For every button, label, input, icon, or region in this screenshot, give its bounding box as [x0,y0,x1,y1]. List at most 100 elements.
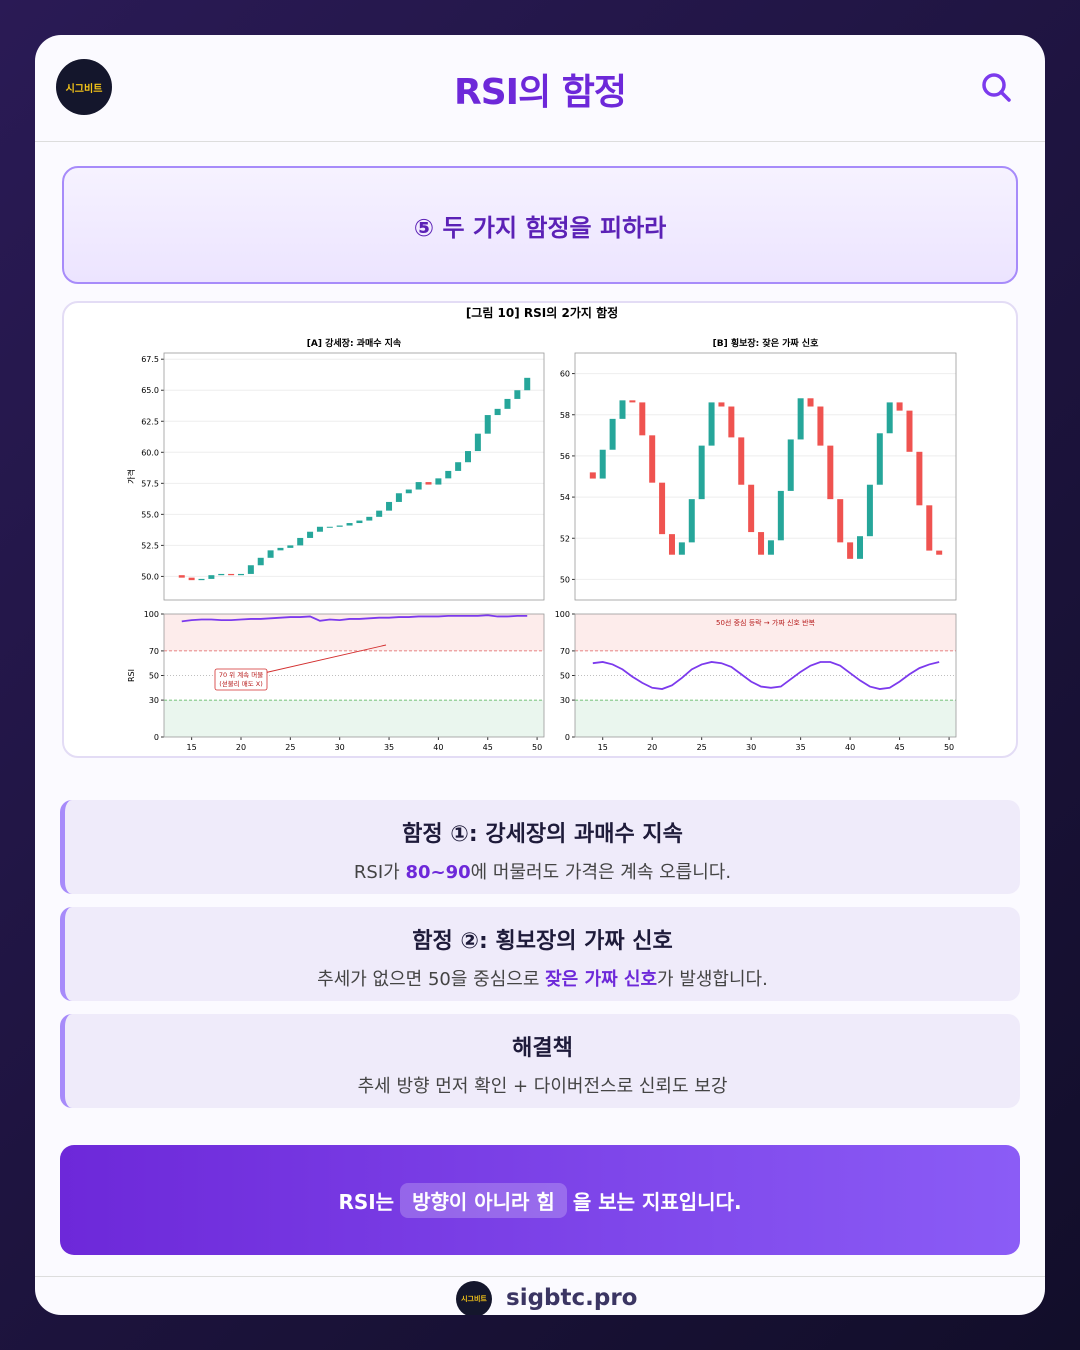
candle [678,542,685,555]
candle [866,484,873,537]
y-tick-label: 60 [560,370,570,379]
candle [425,482,432,485]
candle [837,499,844,543]
x-tick-label: 20 [647,743,657,752]
figure: [그림 10] RSI의 2가지 함정 50.0 52.5 55.0 57.5 60.0… [62,301,1018,758]
candle [777,490,784,541]
x-tick-label: 35 [796,743,806,752]
x-tick-label: 40 [845,743,855,752]
plot-frame [574,352,957,601]
candle [188,577,195,581]
candle [326,526,333,528]
candle [886,402,893,434]
annotation-text: (섣불리 매도 X) [219,679,263,688]
y-tick-label: 52.5 [141,541,159,550]
y-tick-label: 55.0 [141,510,159,519]
card-text: RSI가 [353,862,400,883]
candle [649,435,656,483]
candle [524,377,531,391]
candle [589,472,596,479]
candle [237,573,244,576]
y-tick-label: 52 [560,534,570,543]
candle [474,433,481,452]
x-tick-label: 50 [944,743,954,752]
trap-card: 함정 ①: 강세장의 과매수 지속 RSI가 80~90에 머물러도 가격은 계속… [60,800,1020,894]
candle [386,501,393,511]
annotation-box [214,668,268,691]
candle [366,516,373,521]
candle [916,451,923,506]
card-title: 함정 ②: 횡보장의 가짜 신호 [412,929,673,954]
candle [395,493,402,502]
card-highlight: 80~90 [405,862,471,883]
oversold-zone [575,700,956,737]
card-body: 추세가 없으면 50을 중심으로 잦은 가짜 신호가 발생합니다. [65,965,1020,991]
candle [198,578,205,581]
candle [876,433,883,485]
plot-frame [163,613,545,738]
y-tick-label: 30 [560,696,570,705]
panel-title: [B] 횡보장: 잦은 가짜 신호 [713,337,819,349]
candle [857,536,864,559]
candle [896,402,903,411]
card-body: RSI가 80~90에 머물러도 가격은 계속 오릅니다. [65,858,1020,884]
candle [609,418,616,450]
card: 시그비트 RSI의 함정 ⑤ 두 가지 함정을 피하라 [그림 10] RSI의… [35,35,1045,1315]
candle [906,410,913,452]
candle [405,489,412,494]
candle [277,547,284,551]
candle [297,537,304,546]
candle [767,540,774,555]
y-axis-label: RSI [127,669,136,682]
candle [659,482,666,535]
candle [307,531,314,538]
candle [787,439,794,491]
divider [35,1276,1045,1277]
x-tick-label: 25 [285,743,295,752]
y-tick-label: 67.5 [141,355,159,364]
footer-site[interactable]: sigbtc.pro [506,1285,638,1311]
y-tick-label: 100 [144,610,159,619]
y-tick-label: 50.0 [141,572,159,581]
candle [738,437,745,485]
card-title: 해결책 [512,1036,573,1061]
candle [247,565,254,574]
search-icon[interactable] [980,71,1012,103]
banner-text: RSI는 [338,1189,395,1214]
annotation-text: 50선 중심 등락 → 가짜 신호 반복 [716,618,816,627]
x-tick-label: 20 [236,743,246,752]
logo[interactable]: 시그비트 [56,59,112,115]
candle [484,415,491,434]
candle [356,520,363,524]
candle [688,499,695,543]
y-tick-label: 50 [560,575,570,584]
x-tick-label: 30 [746,743,756,752]
y-tick-label: 100 [555,610,570,619]
candle [178,575,185,578]
candle [504,398,511,409]
candle [758,532,765,555]
card-highlight: 잦은 가짜 신호 [545,969,658,990]
x-tick-label: 15 [187,743,197,752]
overbought-zone [575,614,956,651]
candle [228,573,235,576]
y-tick-label: 50 [149,672,159,681]
y-tick-label: 70 [149,647,159,656]
candle [376,510,383,517]
candle [926,505,933,551]
page-title: RSI의 함정 [454,72,627,113]
y-tick-label: 58 [560,411,570,420]
candle [817,406,824,446]
banner-highlight: 방향이 아니라 힘 [400,1182,567,1218]
candle [708,402,715,446]
panel-title: [A] 강세장: 과매수 지속 [307,337,401,349]
candle [827,445,834,500]
candle [465,451,471,463]
candle [698,445,705,500]
y-tick-label: 0 [565,733,570,742]
y-tick-label: 30 [149,696,159,705]
candle [847,542,854,559]
annotation-arrow [263,644,387,674]
y-tick-label: 54 [560,493,570,502]
